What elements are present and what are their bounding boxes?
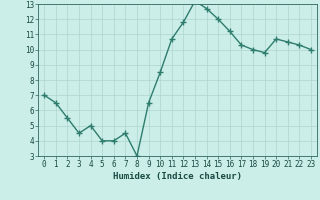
X-axis label: Humidex (Indice chaleur): Humidex (Indice chaleur) (113, 172, 242, 181)
